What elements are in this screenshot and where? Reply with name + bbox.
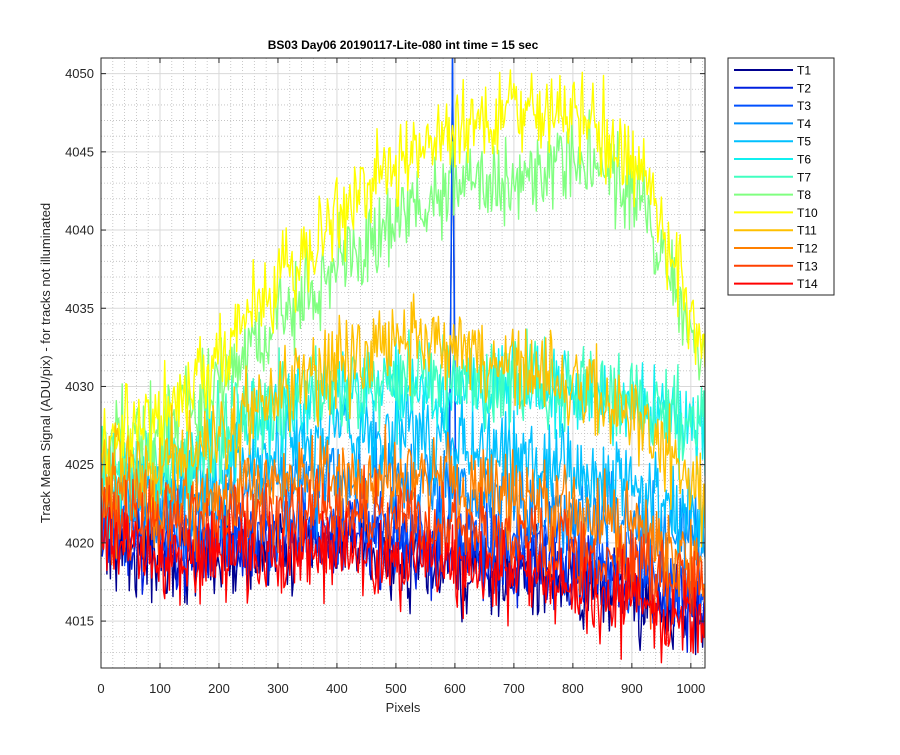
legend-label-t3: T3 [797, 99, 811, 113]
x-tick-label: 1000 [676, 681, 705, 696]
axes-ticks: 0 100 200 300 400 500 600 700 800 900 1000 4015 4020… [65, 58, 705, 696]
x-tick-label: 900 [621, 681, 643, 696]
legend-label-t7: T7 [797, 170, 811, 184]
series-line-t13 [101, 464, 705, 630]
legend-label-t5: T5 [797, 135, 811, 149]
legend-label-t14: T14 [797, 277, 818, 291]
legend-label-t13: T13 [797, 259, 818, 273]
y-tick-label: 4045 [65, 144, 94, 159]
y-tick-label: 4030 [65, 379, 94, 394]
y-tick-label: 4040 [65, 223, 94, 238]
series-line-t6 [101, 336, 705, 539]
x-axis-label: Pixels [386, 700, 421, 715]
y-tick-label: 4050 [65, 66, 94, 81]
legend-label-t11: T11 [797, 224, 817, 238]
chart-title: BS03 Day06 20190117-Lite-080 int time = … [268, 38, 539, 52]
legend: T1 T2 T3 T4 T5 T6 T7 T8 T10 T11 T12 T13 T14 [727, 57, 835, 296]
series-line-t12 [101, 424, 705, 602]
legend-label-t2: T2 [797, 81, 811, 95]
x-tick-label: 800 [562, 681, 584, 696]
legend-label-t4: T4 [797, 117, 811, 131]
legend-label-t1: T1 [797, 64, 811, 78]
legend-label-t12: T12 [797, 242, 818, 256]
series-line-t10 [101, 69, 705, 475]
y-axis-label: Track Mean Signal (ADU/pix) - for tracks… [38, 203, 53, 523]
legend-label-t10: T10 [797, 206, 818, 220]
x-tick-label: 0 [97, 681, 104, 696]
x-tick-label: 500 [385, 681, 407, 696]
y-tick-label: 4015 [65, 614, 94, 629]
x-tick-label: 300 [267, 681, 289, 696]
legend-label-t8: T8 [797, 188, 811, 202]
y-tick-label: 4035 [65, 301, 94, 316]
series-line-t11 [101, 293, 705, 548]
series-line-t14 [101, 495, 705, 664]
x-tick-label: 700 [503, 681, 525, 696]
series-group [101, 58, 705, 664]
legend-label-t6: T6 [797, 153, 811, 167]
x-tick-label: 400 [326, 681, 348, 696]
x-tick-label: 200 [208, 681, 230, 696]
y-tick-label: 4020 [65, 535, 94, 550]
x-tick-label: 100 [149, 681, 171, 696]
y-tick-label: 4025 [65, 457, 94, 472]
series-line-t8 [101, 109, 705, 480]
plot-border [100, 57, 706, 669]
x-tick-label: 600 [444, 681, 466, 696]
series-line-t2 [101, 486, 705, 653]
